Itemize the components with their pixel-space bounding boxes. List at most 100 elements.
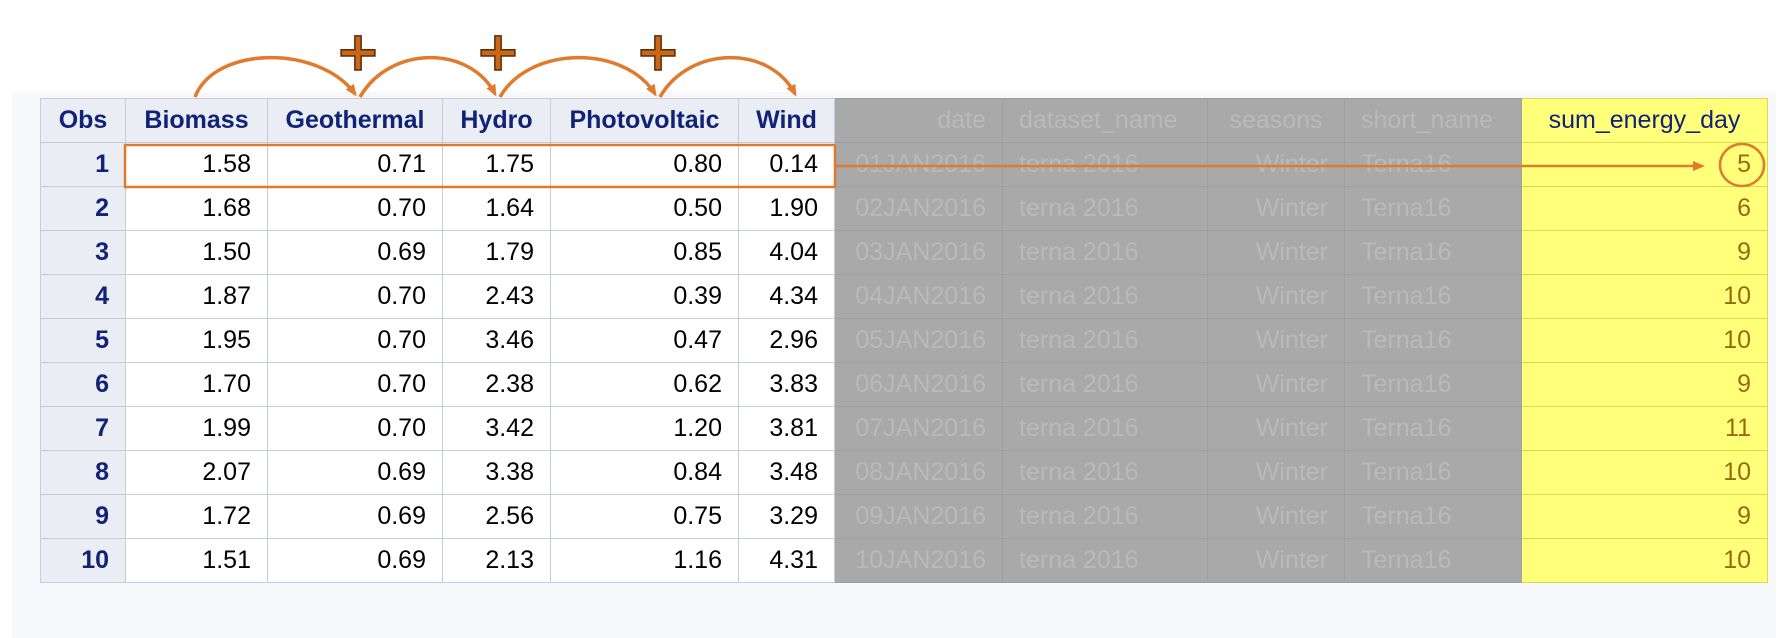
cell-seasons: Winter	[1207, 230, 1345, 275]
table-row: 10 1.51 0.69 2.13 1.16 4.31 10JAN2016 terna 201…	[40, 538, 1768, 583]
header-seasons[interactable]: seasons	[1207, 98, 1345, 143]
cell-dataset-name: terna 2016	[1002, 318, 1208, 363]
cell-wind: 4.34	[738, 274, 835, 319]
header-dataset-name[interactable]: dataset_name	[1002, 98, 1208, 143]
cell-short-name: Terna16	[1344, 538, 1522, 583]
header-photovoltaic[interactable]: Photovoltaic	[550, 98, 739, 143]
cell-geothermal: 0.70	[267, 362, 443, 407]
cell-obs: 2	[40, 186, 126, 231]
header-row: Obs Biomass Geothermal Hydro Photovoltai…	[40, 98, 1768, 143]
cell-date: 01JAN2016	[834, 142, 1003, 187]
cell-dataset-name: terna 2016	[1002, 450, 1208, 495]
cell-sum-energy-day: 9	[1521, 362, 1768, 407]
table-row: 3 1.50 0.69 1.79 0.85 4.04 03JAN2016 terna 2016…	[40, 230, 1768, 275]
cell-biomass: 2.07	[125, 450, 268, 495]
cell-biomass: 1.87	[125, 274, 268, 319]
cell-sum-energy-day: 10	[1521, 450, 1768, 495]
cell-photovoltaic: 0.39	[550, 274, 739, 319]
header-wind[interactable]: Wind	[738, 98, 835, 143]
header-geothermal[interactable]: Geothermal	[267, 98, 443, 143]
cell-dataset-name: terna 2016	[1002, 538, 1208, 583]
plus-icon: +	[475, 20, 520, 83]
cell-wind: 2.96	[738, 318, 835, 363]
header-obs[interactable]: Obs	[40, 98, 126, 143]
cell-date: 08JAN2016	[834, 450, 1003, 495]
cell-sum-energy-day: 10	[1521, 274, 1768, 319]
header-sum-energy-day[interactable]: sum_energy_day	[1521, 98, 1768, 143]
cell-obs: 6	[40, 362, 126, 407]
cell-obs: 1	[40, 142, 126, 187]
cell-date: 10JAN2016	[834, 538, 1003, 583]
cell-biomass: 1.51	[125, 538, 268, 583]
cell-seasons: Winter	[1207, 142, 1345, 187]
cell-geothermal: 0.71	[267, 142, 443, 187]
table-row: 4 1.87 0.70 2.43 0.39 4.34 04JAN2016 terna 2016…	[40, 274, 1768, 319]
cell-geothermal: 0.69	[267, 494, 443, 539]
cell-wind: 3.81	[738, 406, 835, 451]
cell-biomass: 1.72	[125, 494, 268, 539]
cell-short-name: Terna16	[1344, 406, 1522, 451]
cell-photovoltaic: 1.20	[550, 406, 739, 451]
cell-wind: 3.29	[738, 494, 835, 539]
plus-icon: +	[635, 20, 680, 83]
cell-geothermal: 0.70	[267, 318, 443, 363]
header-date[interactable]: date	[834, 98, 1003, 143]
cell-geothermal: 0.70	[267, 406, 443, 451]
cell-date: 05JAN2016	[834, 318, 1003, 363]
cell-hydro: 2.43	[442, 274, 551, 319]
cell-photovoltaic: 1.16	[550, 538, 739, 583]
cell-photovoltaic: 0.62	[550, 362, 739, 407]
cell-sum-energy-day: 9	[1521, 494, 1768, 539]
cell-short-name: Terna16	[1344, 142, 1522, 187]
cell-short-name: Terna16	[1344, 450, 1522, 495]
table-row: 7 1.99 0.70 3.42 1.20 3.81 07JAN2016 terna 2016…	[40, 406, 1768, 451]
cell-hydro: 3.38	[442, 450, 551, 495]
header-hydro[interactable]: Hydro	[442, 98, 551, 143]
cell-obs: 3	[40, 230, 126, 275]
cell-seasons: Winter	[1207, 186, 1345, 231]
cell-geothermal: 0.70	[267, 186, 443, 231]
cell-dataset-name: terna 2016	[1002, 186, 1208, 231]
cell-date: 09JAN2016	[834, 494, 1003, 539]
header-short-name[interactable]: short_name	[1344, 98, 1522, 143]
table-row: 8 2.07 0.69 3.38 0.84 3.48 08JAN2016 terna 2016…	[40, 450, 1768, 495]
cell-hydro: 2.38	[442, 362, 551, 407]
cell-geothermal: 0.70	[267, 274, 443, 319]
cell-hydro: 2.13	[442, 538, 551, 583]
cell-biomass: 1.58	[125, 142, 268, 187]
cell-hydro: 1.64	[442, 186, 551, 231]
cell-short-name: Terna16	[1344, 494, 1522, 539]
cell-date: 03JAN2016	[834, 230, 1003, 275]
cell-wind: 4.31	[738, 538, 835, 583]
header-biomass[interactable]: Biomass	[125, 98, 268, 143]
cell-obs: 4	[40, 274, 126, 319]
cell-hydro: 3.46	[442, 318, 551, 363]
table-row: 1 1.58 0.71 1.75 0.80 0.14 01JAN2016 terna 2016…	[40, 142, 1768, 187]
cell-seasons: Winter	[1207, 494, 1345, 539]
cell-seasons: Winter	[1207, 274, 1345, 319]
cell-short-name: Terna16	[1344, 230, 1522, 275]
table-body: 1 1.58 0.71 1.75 0.80 0.14 01JAN2016 terna 2016…	[40, 142, 1768, 583]
cell-obs: 5	[40, 318, 126, 363]
cell-hydro: 1.79	[442, 230, 551, 275]
cell-date: 02JAN2016	[834, 186, 1003, 231]
cell-hydro: 3.42	[442, 406, 551, 451]
cell-wind: 3.48	[738, 450, 835, 495]
cell-biomass: 1.50	[125, 230, 268, 275]
cell-short-name: Terna16	[1344, 362, 1522, 407]
cell-wind: 0.14	[738, 142, 835, 187]
table-row: 9 1.72 0.69 2.56 0.75 3.29 09JAN2016 terna 2016…	[40, 494, 1768, 539]
cell-sum-energy-day: 11	[1521, 406, 1768, 451]
cell-seasons: Winter	[1207, 406, 1345, 451]
cell-geothermal: 0.69	[267, 230, 443, 275]
cell-dataset-name: terna 2016	[1002, 362, 1208, 407]
cell-biomass: 1.95	[125, 318, 268, 363]
cell-biomass: 1.68	[125, 186, 268, 231]
cell-photovoltaic: 0.85	[550, 230, 739, 275]
cell-geothermal: 0.69	[267, 538, 443, 583]
cell-geothermal: 0.69	[267, 450, 443, 495]
cell-dataset-name: terna 2016	[1002, 274, 1208, 319]
table-row: 2 1.68 0.70 1.64 0.50 1.90 02JAN2016 terna 2016…	[40, 186, 1768, 231]
cell-seasons: Winter	[1207, 318, 1345, 363]
cell-photovoltaic: 0.47	[550, 318, 739, 363]
